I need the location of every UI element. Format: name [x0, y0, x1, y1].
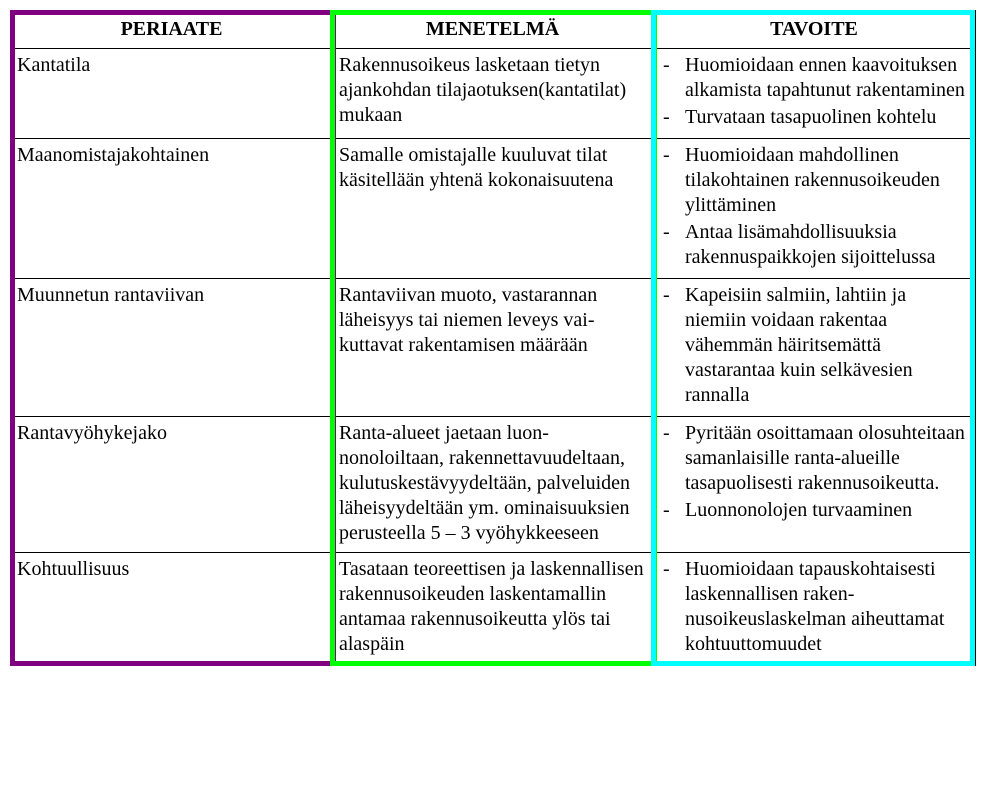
- goal-cell: Huomioidaan ennen kaavoi­tuksen alkamist…: [653, 49, 976, 139]
- goal-list: Huomioidaan ennen kaavoi­tuksen alkamist…: [659, 53, 969, 130]
- method-cell: Ranta-alueet jaetaan luon­nonoloiltaan, …: [333, 417, 653, 553]
- table-row: KantatilaRakennusoikeus lasketaan tie­ty…: [11, 49, 976, 139]
- table-row: Muunnetun rantaviivanRantaviivan muoto, …: [11, 279, 976, 417]
- table-body: KantatilaRakennusoikeus lasketaan tie­ty…: [11, 49, 976, 666]
- goal-list: Huomioidaan mahdollinen tilakohtainen ra…: [659, 143, 969, 270]
- goal-item: Antaa lisämahdollisuuksia rakennuspaikko…: [685, 220, 969, 270]
- goal-item: Huomioidaan mahdollinen tilakohtainen ra…: [685, 143, 969, 218]
- table-row: MaanomistajakohtainenSamalle omistajalle…: [11, 139, 976, 279]
- goal-list: Huomioidaan tapauskohtai­sesti laskennal…: [659, 557, 969, 657]
- goal-cell: Huomioidaan mahdollinen tilakohtainen ra…: [653, 139, 976, 279]
- goal-item: Turvataan tasapuolinen koh­telu: [685, 105, 969, 130]
- header-row: PERIAATE MENETELMÄ TAVOITE: [11, 11, 976, 49]
- header-method: MENETELMÄ: [333, 11, 653, 49]
- header-principle: PERIAATE: [11, 11, 333, 49]
- goal-list: Pyritään osoittamaan olo­suhteitaan sama…: [659, 421, 969, 523]
- principle-cell: Kohtuullisuus: [11, 553, 333, 666]
- method-cell: Samalle omistajalle kuuluvat tilat käsit…: [333, 139, 653, 279]
- goal-item: Luonnonolojen turvaaminen: [685, 498, 969, 523]
- goal-list: Kapeisiin salmiin, lahtiin ja niemiin vo…: [659, 283, 969, 408]
- goal-item: Huomioidaan tapauskohtai­sesti laskennal…: [685, 557, 969, 657]
- table-container: PERIAATE MENETELMÄ TAVOITE KantatilaRake…: [10, 10, 975, 666]
- goal-item: Pyritään osoittamaan olo­suhteitaan sama…: [685, 421, 969, 496]
- goal-item: Kapeisiin salmiin, lahtiin ja niemiin vo…: [685, 283, 969, 408]
- method-cell: Rantaviivan muoto, vastarannan läheisyys…: [333, 279, 653, 417]
- goal-cell: Pyritään osoittamaan olo­suhteitaan sama…: [653, 417, 976, 553]
- table-row: RantavyöhykejakoRanta-alueet jaetaan luo…: [11, 417, 976, 553]
- goal-cell: Kapeisiin salmiin, lahtiin ja niemiin vo…: [653, 279, 976, 417]
- table-row: KohtuullisuusTasataan teoreettisen ja la…: [11, 553, 976, 666]
- goal-item: Huomioidaan ennen kaavoi­tuksen alkamist…: [685, 53, 969, 103]
- principle-cell: Kantatila: [11, 49, 333, 139]
- principle-cell: Rantavyöhykejako: [11, 417, 333, 553]
- header-goal: TAVOITE: [653, 11, 976, 49]
- principle-cell: Muunnetun rantaviivan: [11, 279, 333, 417]
- principle-cell: Maanomistajakohtainen: [11, 139, 333, 279]
- method-cell: Rakennusoikeus lasketaan tie­tyn ajankoh…: [333, 49, 653, 139]
- goal-cell: Huomioidaan tapauskohtai­sesti laskennal…: [653, 553, 976, 666]
- method-cell: Tasataan teoreettisen ja lasken­nallisen…: [333, 553, 653, 666]
- principles-table: PERIAATE MENETELMÄ TAVOITE KantatilaRake…: [10, 10, 976, 666]
